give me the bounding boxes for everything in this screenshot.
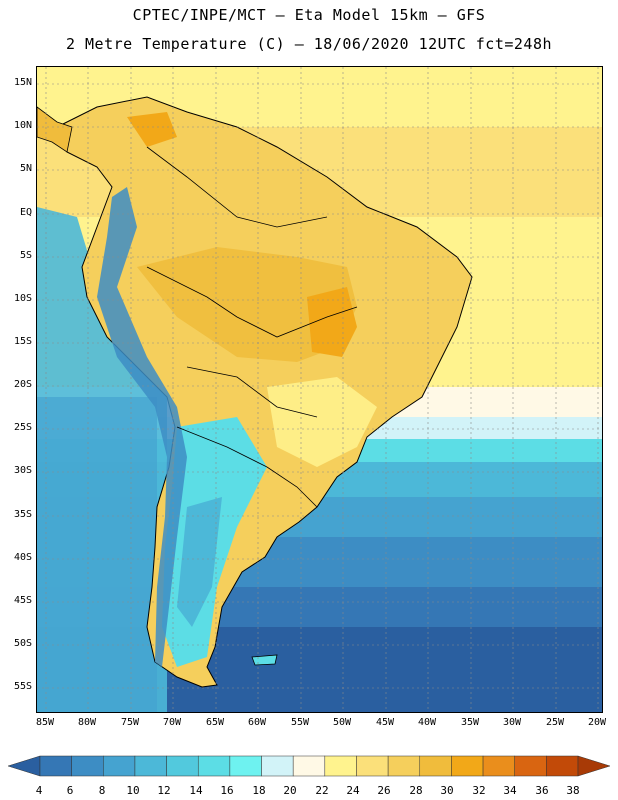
lon-label: 60W <box>247 717 267 728</box>
lon-label: 75W <box>120 717 140 728</box>
colorbar-swatch <box>197 755 231 777</box>
colorbar-swatch <box>71 755 104 777</box>
colorbar-label: 22 <box>315 784 329 797</box>
hot-interior <box>137 247 357 362</box>
map-canvas <box>37 67 602 712</box>
lat-label: 5S <box>19 250 32 261</box>
lat-label: 55S <box>13 681 32 692</box>
map-title: CPTEC/INPE/MCT – Eta Model 15km – GFS <box>132 6 486 24</box>
colorbar-label: 10 <box>126 784 140 797</box>
colorbar-label: 20 <box>283 784 297 797</box>
colorbar-label: 6 <box>66 784 74 797</box>
lat-label: 10N <box>13 120 32 131</box>
lon-label: 55W <box>290 717 310 728</box>
lon-label: 85W <box>35 717 55 728</box>
colorbar-label: 32 <box>472 784 486 797</box>
lon-label: 20W <box>587 717 607 728</box>
mild-south-brazil <box>267 377 377 467</box>
lon-label: 45W <box>375 717 395 728</box>
lat-label: 35S <box>13 509 32 520</box>
colorbar <box>7 755 611 777</box>
colorbar-arrow-high <box>577 755 611 777</box>
colorbar-swatch <box>292 755 326 777</box>
hot-north <box>127 112 177 147</box>
colorbar-swatch <box>356 755 389 777</box>
colorbar-swatch <box>482 755 515 777</box>
colorbar-swatch <box>261 755 294 777</box>
lat-label: EQ <box>19 207 32 218</box>
colorbar-label: 38 <box>566 784 580 797</box>
patagonia-cold <box>177 497 222 627</box>
lat-label: 10S <box>13 293 32 304</box>
lon-label: 65W <box>205 717 225 728</box>
lat-label: 15S <box>13 336 32 347</box>
lat-label: 50S <box>13 638 32 649</box>
colorbar-swatch <box>39 755 72 777</box>
colorbar-swatch <box>229 755 262 777</box>
lat-label: 45S <box>13 595 32 606</box>
lat-label: 25S <box>13 422 32 433</box>
colorbar-swatch <box>514 755 547 777</box>
colorbar-swatch <box>546 755 579 777</box>
lat-label: 20S <box>13 379 32 390</box>
colorbar-swatch <box>103 755 136 777</box>
colorbar-swatch <box>419 755 452 777</box>
lon-label: 50W <box>332 717 352 728</box>
temperature-map <box>36 66 603 713</box>
colorbar-label: 36 <box>535 784 549 797</box>
lat-label: 40S <box>13 552 32 563</box>
colorbar-label: 28 <box>409 784 423 797</box>
colorbar-swatch <box>134 755 167 777</box>
colorbar-label: 18 <box>252 784 266 797</box>
lon-label: 25W <box>545 717 565 728</box>
map-subtitle: 2 Metre Temperature (C) – 18/06/2020 12U… <box>65 35 553 53</box>
lon-label: 70W <box>162 717 182 728</box>
falkland-islands <box>251 654 278 666</box>
lon-label: 40W <box>417 717 437 728</box>
colorbar-swatch <box>387 755 421 777</box>
colorbar-swatch <box>451 755 484 777</box>
lon-label: 35W <box>460 717 480 728</box>
colorbar-label: 30 <box>440 784 454 797</box>
colorbar-arrow-low <box>7 755 41 777</box>
colorbar-label: 26 <box>377 784 391 797</box>
colorbar-label: 14 <box>189 784 203 797</box>
colorbar-label: 34 <box>503 784 517 797</box>
colorbar-label: 12 <box>157 784 171 797</box>
andes-cold-stripe <box>97 187 187 667</box>
colorbar-label: 4 <box>35 784 43 797</box>
colorbar-swatch <box>324 755 357 777</box>
colorbar-label: 24 <box>346 784 360 797</box>
colorbar-label: 8 <box>98 784 106 797</box>
colorbar-swatch <box>166 755 199 777</box>
lat-label: 15N <box>13 77 32 88</box>
lat-label: 30S <box>13 465 32 476</box>
country-borders <box>146 146 358 508</box>
lon-label: 80W <box>77 717 97 728</box>
lon-label: 30W <box>502 717 522 728</box>
colorbar-label: 16 <box>220 784 234 797</box>
lat-label: 5N <box>19 163 32 174</box>
pacific-cool-water <box>37 397 157 712</box>
hot-core <box>307 287 357 357</box>
